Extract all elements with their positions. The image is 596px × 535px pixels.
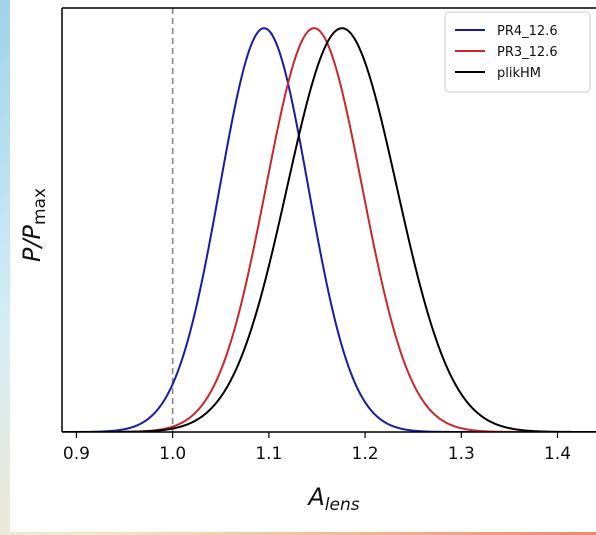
x-tick-label: 1.0 [159, 444, 186, 464]
chart-card: 0.9 1.0 1.1 1.2 1.3 1.4 Alens P/Pmax PR4_12.6… [10, 0, 596, 532]
x-tick-label: 1.4 [544, 444, 571, 464]
x-axis-title-main: A [306, 483, 324, 511]
plot-area [61, 7, 596, 433]
legend-label: plikHM [497, 66, 541, 81]
x-axis-title-sub: lens [325, 495, 360, 515]
x-tick-label: 0.9 [63, 444, 90, 464]
series-line-2 [62, 27, 596, 432]
series-line-0 [62, 27, 596, 432]
legend-label: PR4_12.6 [497, 24, 558, 39]
x-axis-ticks: 0.9 1.0 1.1 1.2 1.3 1.4 [63, 432, 571, 464]
legend-label: PR3_12.6 [497, 45, 558, 60]
x-tick-label: 1.2 [352, 444, 379, 464]
chart: 0.9 1.0 1.1 1.2 1.3 1.4 Alens P/Pmax PR4_12.6… [18, 7, 596, 515]
y-axis-title: P/Pmax [18, 188, 50, 262]
y-axis-title-main: P/P [18, 224, 46, 262]
x-axis-title: Alens [306, 483, 359, 515]
x-tick-label: 1.3 [448, 444, 475, 464]
y-axis-title-sub: max [30, 188, 50, 225]
legend: PR4_12.6 PR3_12.6 plikHM [444, 11, 591, 93]
x-tick-label: 1.1 [255, 444, 282, 464]
